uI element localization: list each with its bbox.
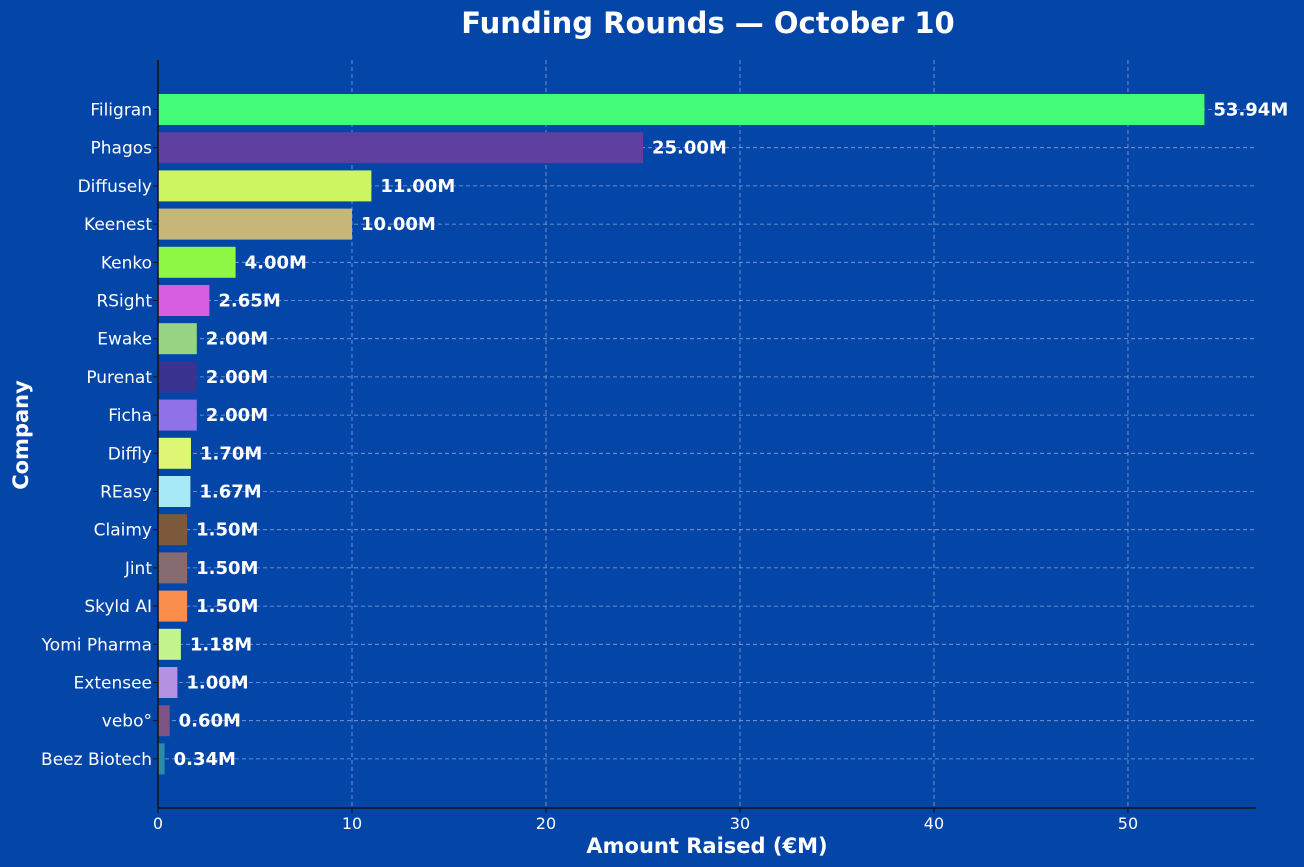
category-label: RSight [96, 292, 152, 312]
category-label: Extensee [74, 674, 152, 694]
data-label: 1.50M [196, 520, 258, 541]
bar [158, 628, 181, 660]
category-label: Claimy [94, 521, 152, 541]
bar [158, 514, 188, 546]
category-label: Ewake [97, 330, 152, 350]
x-tick-label: 20 [536, 814, 556, 833]
bar [158, 246, 236, 278]
bar [158, 361, 197, 393]
data-label: 1.18M [190, 634, 252, 655]
category-label: Skyld AI [84, 597, 152, 617]
y-axis-title: Company [9, 380, 33, 490]
category-label: Jint [124, 559, 153, 579]
x-axis-title: Amount Raised (€M) [586, 834, 827, 858]
category-label: REasy [100, 483, 152, 503]
data-label: 1.67M [199, 482, 261, 503]
category-label: Beez Biotech [41, 750, 152, 770]
category-label: vebo° [102, 712, 152, 732]
bar [158, 399, 197, 431]
data-label: 25.00M [652, 138, 727, 159]
data-label: 2.00M [206, 405, 268, 426]
bar [158, 170, 372, 202]
data-label: 0.34M [174, 749, 236, 770]
data-label: 1.00M [186, 673, 248, 694]
bar [158, 437, 191, 469]
x-tick-label: 50 [1118, 814, 1138, 833]
category-label: Keenest [84, 215, 152, 235]
data-label: 1.50M [196, 558, 258, 579]
category-label: Diffusely [78, 177, 152, 197]
category-label: Phagos [91, 139, 153, 159]
data-label: 53.94M [1213, 100, 1288, 121]
x-tick-label: 0 [153, 814, 163, 833]
data-label: 1.50M [196, 596, 258, 617]
data-label: 2.65M [218, 291, 280, 312]
bars [158, 94, 1205, 775]
bar [158, 285, 210, 316]
axes: 0 10 20 30 40 50 Filigran Phagos Diffusely Keenes… [41, 60, 1256, 833]
data-label: 4.00M [245, 252, 307, 273]
x-tick-label: 40 [924, 814, 944, 833]
category-label: Yomi Pharma [41, 635, 152, 655]
data-label: 2.00M [206, 367, 268, 388]
category-label: Ficha [108, 406, 152, 426]
data-labels: 53.94M 25.00M 11.00M 10.00M 4.00M 2.65M 2.00M 2… [174, 100, 1289, 770]
bar [158, 590, 188, 622]
category-label: Filigran [90, 101, 152, 121]
bar [158, 208, 352, 240]
data-label: 11.00M [380, 176, 455, 197]
category-label: Diffly [108, 444, 152, 464]
bar [158, 476, 191, 507]
bar [158, 705, 170, 737]
bar [158, 132, 643, 164]
data-label: 10.00M [361, 214, 436, 235]
data-label: 0.60M [179, 711, 241, 732]
data-label: 2.00M [206, 329, 268, 350]
category-label: Purenat [86, 368, 152, 388]
bar [158, 667, 178, 698]
category-label: Kenko [101, 253, 152, 273]
x-tick-label: 30 [730, 814, 750, 833]
x-tick-label: 10 [342, 814, 362, 833]
bar [158, 94, 1205, 125]
data-label: 1.70M [200, 443, 262, 464]
bar [158, 743, 165, 775]
chart-title: Funding Rounds — October 10 [461, 6, 954, 40]
bar [158, 323, 197, 355]
bar [158, 552, 188, 584]
